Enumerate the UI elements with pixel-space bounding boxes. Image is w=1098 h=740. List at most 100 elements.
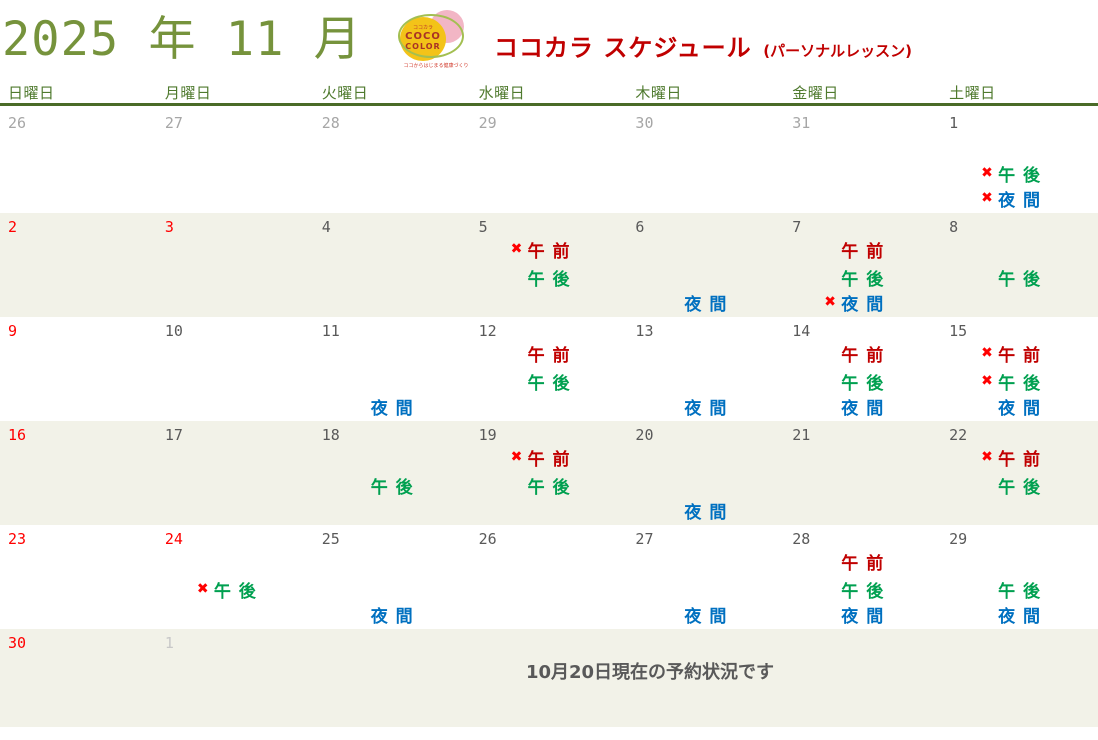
slot-label: 午 後 [841,269,885,290]
week-row: 9 10 11 夜 間 12 午 前午 後 13 夜 間 14 午 前午 後夜 間 15 ✖ 午 前 ✖ 午… [0,317,1098,421]
slot-night-entry: 夜 間 [981,394,1041,419]
unavailable-cross-icon: ✖ [981,165,993,181]
week-row: 23 24 ✖ 午 後 25 夜 間 26 27 夜 間 28 午 前午 後夜 間 29 午 後夜 間 [0,525,1098,629]
slot-night-entry: 夜 間 [354,602,414,627]
logo-coco-text: COCO [405,31,441,43]
day-cell: 19 ✖ 午 前午 後 [471,421,628,525]
weekday-header-cell: 月曜日 [164,84,212,102]
schedule-subtitle: (パーソナルレッスン) [763,42,912,60]
day-cell: 23 [0,525,157,629]
date-number: 11 [321,322,340,340]
weekday-header-cell: 水曜日 [478,84,526,102]
slot-label: 午 前 [527,449,571,470]
slot-label: 午 後 [998,269,1042,290]
slot-am-entry: 午 前 [511,341,571,366]
unavailable-cross-icon: ✖ [196,581,209,597]
slot-label: 午 前 [527,241,571,262]
slot-label: 午 後 [527,269,571,290]
day-cell: 17 [157,421,314,525]
date-number: 24 [164,530,183,548]
date-number: 14 [792,322,811,340]
date-number: 10 [164,322,183,340]
date-number: 17 [164,426,183,444]
slot-night-entry: 夜 間 [354,394,414,419]
day-cell: 14 午 前午 後夜 間 [784,317,941,421]
slot-pm-entry: 午 後 [981,577,1041,602]
slot-pm-entry: ✖ 午 後 [196,577,257,602]
weekday-header-cell: 土曜日 [949,84,996,102]
slot-label: 夜 間 [370,606,414,627]
day-cell: 25 夜 間 [314,525,471,629]
date-number: 23 [8,530,27,548]
slot-label: 午 後 [998,165,1042,186]
slot-night-entry: 夜 間 [981,602,1042,627]
slot-label: 午 前 [841,241,885,262]
slot-label: 夜 間 [841,398,885,419]
logo-kana-text: ココカラ [412,25,433,32]
date-number: 30 [8,634,27,652]
slot-pm-entry: 午 後 [824,369,884,394]
day-cell: 5 ✖ 午 前午 後 [471,213,628,317]
slot-label: 夜 間 [370,398,414,419]
date-number: 2 [8,218,18,236]
slot-label: 夜 間 [684,294,728,315]
date-number: 26 [478,530,497,548]
schedule-header: ココカラ スケジュール (パーソナルレッスン) [494,28,912,63]
day-cell: 27 [157,109,314,213]
slot-label: 午 前 [998,345,1042,366]
slot-label: 夜 間 [998,606,1042,627]
day-cell: 29 [471,109,628,213]
date-number: 21 [792,426,811,444]
slot-am-entry: ✖ 午 前 [511,445,571,470]
slot-label: 午 後 [841,581,885,602]
date-number: 5 [478,218,488,236]
slot-label: 夜 間 [684,398,728,419]
slot-label: 夜 間 [841,294,885,315]
slot-pm-entry: 午 後 [511,473,571,498]
slot-night-entry: ✖ 夜 間 [981,186,1042,211]
slot-label: 夜 間 [998,190,1042,211]
day-cell: 31 [784,109,941,213]
slot-pm-entry: 午 後 [511,369,571,394]
page-title: 2025 年 11 月 [2,12,362,67]
logo-color-text: COLOR [405,41,441,51]
slot-am-entry: 午 前 [824,237,885,262]
day-cell: 7 午 前午 後 ✖ 夜 間 [784,213,941,317]
day-cell: 9 [0,317,157,421]
logo-tagline: ココからはじまる健康づくり [403,63,469,69]
day-cell: 29 午 後夜 間 [941,525,1098,629]
day-cell: 8 午 後 [941,213,1098,317]
footer-note: 10月20日現在の予約状況です [525,662,775,683]
date-number: 6 [635,218,645,236]
slot-label: 午 後 [527,373,571,394]
week-row: 16 17 18 午 後 19 ✖ 午 前午 後 20 夜 間 21 22 ✖ 午 前午 後 [0,421,1098,525]
weekday-header-cell: 日曜日 [8,84,55,102]
unavailable-cross-icon: ✖ [981,345,993,361]
unavailable-cross-icon: ✖ [981,449,993,465]
date-number: 27 [164,114,183,132]
slot-pm-entry: 午 後 [511,265,571,290]
day-cell [784,629,941,727]
slot-night-entry: 夜 間 [824,602,884,627]
date-number: 15 [949,322,968,340]
date-number: 1 [949,114,959,132]
weekday-header-cell: 火曜日 [321,84,369,102]
day-cell: 28 [314,109,471,213]
date-number: 20 [635,426,654,444]
date-number: 29 [949,530,968,548]
slot-night-entry: 夜 間 [667,602,727,627]
date-number: 12 [478,322,497,340]
day-cell: 30 [0,629,157,727]
date-number: 9 [8,322,18,340]
date-number: 30 [635,114,654,132]
weekday-header-row: 日曜日 月曜日 火曜日 水曜日 木曜日 金曜日 土曜日 [0,78,1098,106]
unavailable-cross-icon: ✖ [510,241,523,257]
slot-night-entry: 夜 間 [824,394,885,419]
weekday-header-cell: 木曜日 [635,84,682,102]
day-cell: 6 夜 間 [627,213,784,317]
slot-label: 午 後 [370,477,414,498]
date-number: 1 [164,634,174,652]
date-number: 31 [792,114,811,132]
day-cell [941,629,1098,727]
